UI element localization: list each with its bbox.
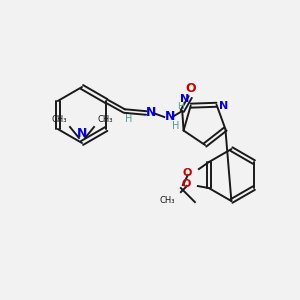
Text: H: H [172,121,180,131]
Text: N: N [181,94,190,104]
Text: CH₃: CH₃ [52,115,67,124]
Text: N: N [146,106,157,119]
Text: N: N [165,110,176,122]
Text: O: O [182,179,191,189]
Text: O: O [182,168,192,178]
Text: O: O [185,82,196,95]
Text: N: N [219,101,228,111]
Text: CH₃: CH₃ [159,196,175,205]
Text: CH₃: CH₃ [97,115,112,124]
Text: N: N [77,127,87,140]
Text: H: H [125,114,133,124]
Text: H: H [177,102,184,111]
